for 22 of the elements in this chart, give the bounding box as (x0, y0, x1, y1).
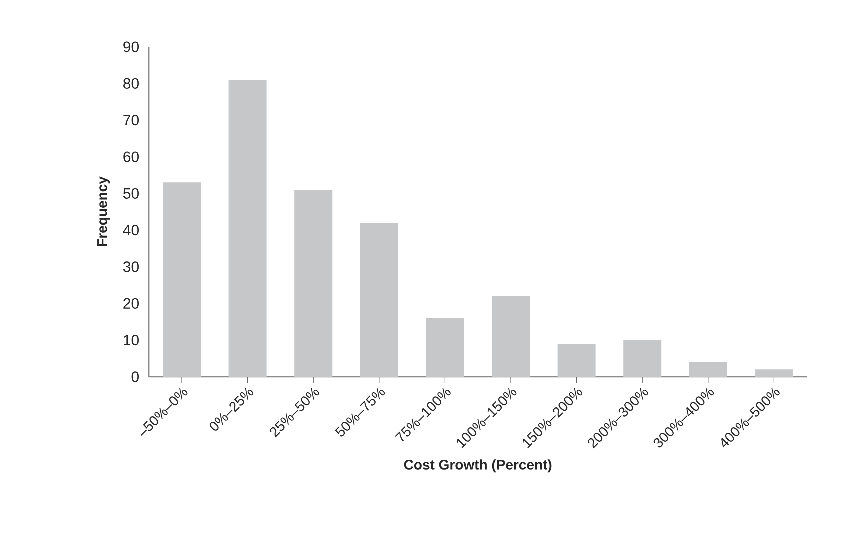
bar (558, 344, 596, 377)
bar (228, 80, 267, 377)
y-tick-label: 70 (124, 115, 139, 126)
bar (755, 370, 794, 377)
y-tick-label: 0 (132, 372, 139, 382)
bar (360, 222, 398, 377)
y-tick-label: 10 (124, 335, 139, 346)
y-axis-title: Frequency (98, 176, 110, 246)
y-tick-label: 30 (123, 262, 139, 272)
y-tick-label: 50 (124, 188, 139, 199)
y-tick-label: 40 (123, 225, 139, 236)
y-tick-label: 20 (124, 298, 139, 309)
y-tick-label: 90 (124, 42, 139, 52)
bar (492, 296, 530, 377)
bar (294, 190, 333, 377)
x-axis-title: Cost Growth (Percent) (404, 460, 552, 473)
bar (624, 340, 662, 377)
y-tick-label: 80 (124, 78, 139, 89)
bar (426, 318, 464, 377)
y-tick-label: 60 (124, 152, 139, 162)
bar (689, 362, 728, 377)
bar (163, 182, 202, 377)
